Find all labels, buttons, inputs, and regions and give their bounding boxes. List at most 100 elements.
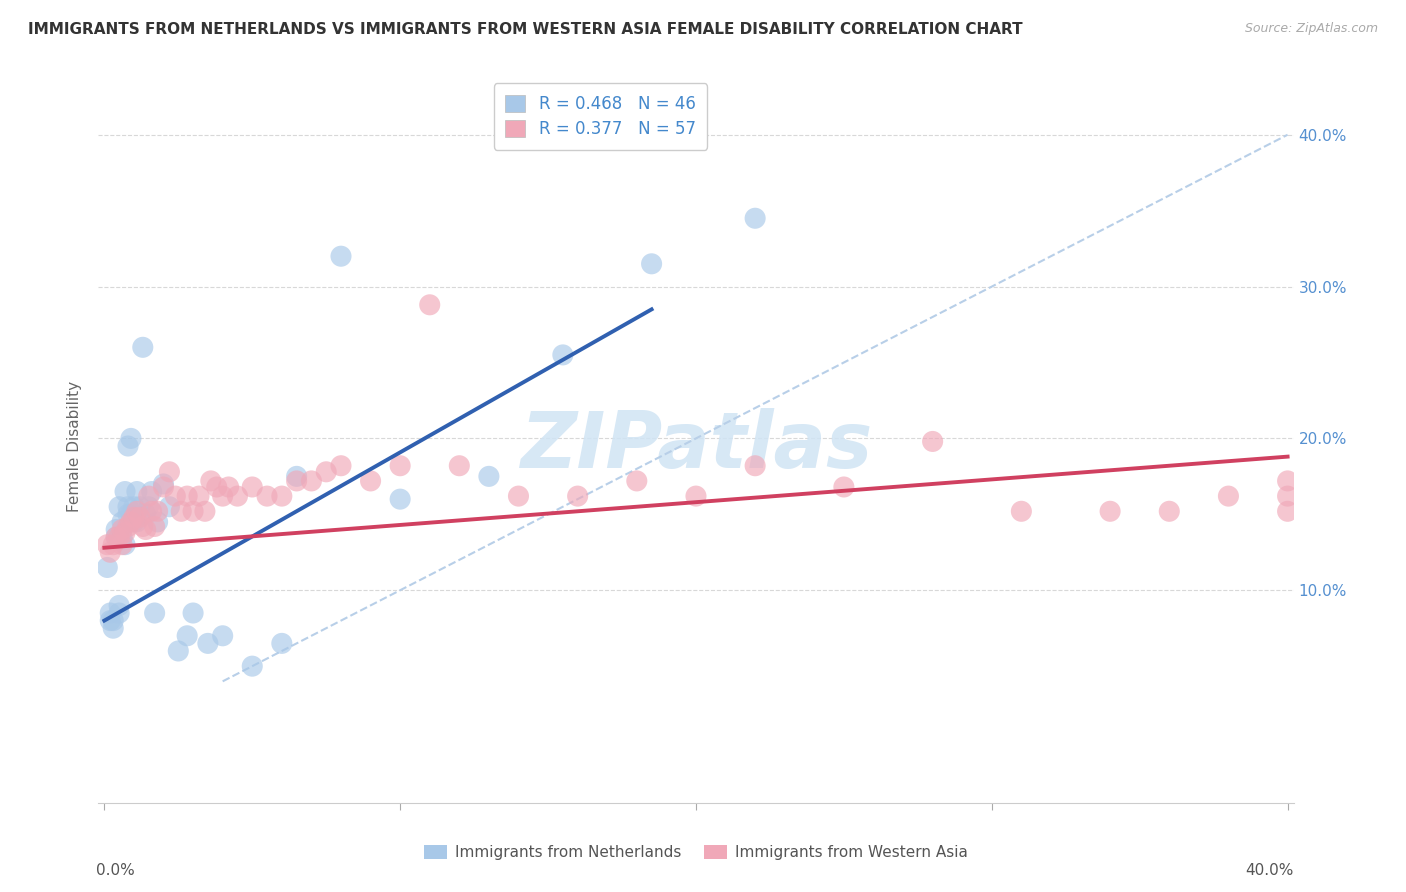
Point — [256, 489, 278, 503]
Point — [389, 492, 412, 507]
Point — [270, 489, 292, 503]
Point — [315, 465, 337, 479]
Point — [567, 489, 589, 503]
Point — [197, 636, 219, 650]
Point — [98, 606, 121, 620]
Point — [226, 489, 249, 503]
Point — [1159, 504, 1181, 518]
Point — [122, 500, 145, 514]
Point — [419, 298, 441, 312]
Point — [98, 545, 121, 559]
Point — [240, 480, 263, 494]
Point — [120, 515, 142, 529]
Point — [117, 508, 139, 522]
Point — [103, 621, 125, 635]
Point — [117, 519, 139, 533]
Point — [135, 508, 157, 522]
Point — [626, 474, 648, 488]
Point — [330, 458, 353, 473]
Point — [211, 629, 233, 643]
Point — [240, 659, 263, 673]
Point — [117, 500, 139, 514]
Text: 40.0%: 40.0% — [1246, 863, 1294, 879]
Point — [111, 515, 134, 529]
Point — [128, 510, 150, 524]
Point — [108, 599, 131, 613]
Point — [152, 477, 174, 491]
Point — [108, 606, 131, 620]
Point — [146, 515, 169, 529]
Point — [1277, 474, 1299, 488]
Point — [132, 519, 155, 533]
Point — [128, 500, 150, 514]
Point — [1099, 504, 1122, 518]
Point — [449, 458, 471, 473]
Point — [744, 211, 766, 226]
Point — [120, 508, 142, 522]
Point — [200, 474, 222, 488]
Point — [96, 560, 118, 574]
Point — [167, 644, 190, 658]
Point — [685, 489, 707, 503]
Point — [176, 489, 198, 503]
Point — [105, 530, 128, 544]
Point — [98, 614, 121, 628]
Point — [122, 510, 145, 524]
Point — [105, 523, 128, 537]
Point — [125, 504, 148, 518]
Legend: Immigrants from Netherlands, Immigrants from Western Asia: Immigrants from Netherlands, Immigrants … — [418, 839, 974, 866]
Point — [389, 458, 412, 473]
Point — [111, 523, 134, 537]
Point — [108, 530, 131, 544]
Point — [108, 500, 131, 514]
Text: Source: ZipAtlas.com: Source: ZipAtlas.com — [1244, 22, 1378, 36]
Point — [132, 340, 155, 354]
Point — [551, 348, 574, 362]
Point — [146, 504, 169, 518]
Point — [194, 504, 217, 518]
Point — [125, 484, 148, 499]
Point — [1277, 504, 1299, 518]
Point — [285, 474, 308, 488]
Point — [1010, 504, 1032, 518]
Point — [285, 469, 308, 483]
Point — [96, 538, 118, 552]
Point — [111, 538, 134, 552]
Point — [478, 469, 501, 483]
Point — [218, 480, 240, 494]
Point — [157, 465, 180, 479]
Point — [176, 629, 198, 643]
Point — [114, 484, 136, 499]
Point — [832, 480, 855, 494]
Point — [270, 636, 292, 650]
Point — [1277, 489, 1299, 503]
Point — [330, 249, 353, 263]
Point — [165, 489, 187, 503]
Point — [299, 474, 322, 488]
Text: 0.0%: 0.0% — [96, 863, 135, 879]
Point — [157, 500, 180, 514]
Point — [103, 614, 125, 628]
Text: ZIPatlas: ZIPatlas — [520, 408, 872, 484]
Point — [205, 480, 228, 494]
Point — [138, 489, 160, 503]
Point — [117, 439, 139, 453]
Point — [122, 515, 145, 529]
Point — [152, 480, 174, 494]
Point — [103, 538, 125, 552]
Point — [744, 458, 766, 473]
Point — [921, 434, 943, 449]
Y-axis label: Female Disability: Female Disability — [67, 380, 83, 512]
Text: IMMIGRANTS FROM NETHERLANDS VS IMMIGRANTS FROM WESTERN ASIA FEMALE DISABILITY CO: IMMIGRANTS FROM NETHERLANDS VS IMMIGRANT… — [28, 22, 1022, 37]
Point — [114, 525, 136, 540]
Point — [170, 504, 193, 518]
Point — [111, 530, 134, 544]
Point — [114, 538, 136, 552]
Point — [141, 504, 163, 518]
Point — [125, 515, 148, 529]
Point — [640, 257, 662, 271]
Point — [508, 489, 530, 503]
Point — [138, 500, 160, 514]
Point — [143, 606, 166, 620]
Point — [135, 523, 157, 537]
